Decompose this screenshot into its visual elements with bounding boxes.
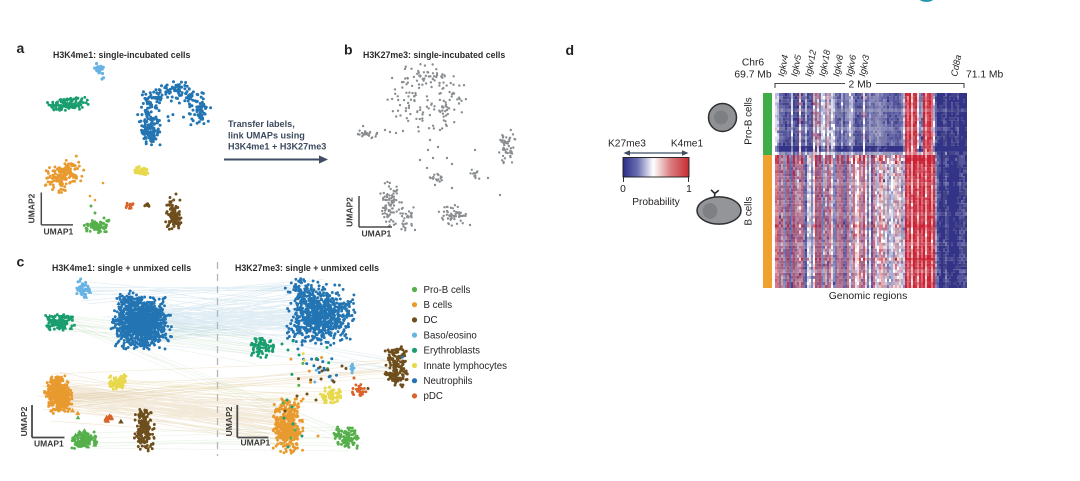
svg-text:71.1 Mb: 71.1 Mb	[966, 70, 1003, 81]
svg-text:UMAP2: UMAP2	[27, 193, 37, 223]
svg-text:Igkv5: Igkv5	[789, 53, 803, 77]
svg-text:a: a	[17, 40, 25, 56]
svg-text:UMAP2: UMAP2	[345, 197, 355, 227]
svg-text:Innate lymphocytes: Innate lymphocytes	[424, 361, 508, 372]
svg-text:K27me3: K27me3	[608, 139, 646, 150]
svg-text:UMAP1: UMAP1	[362, 229, 392, 239]
svg-text:0: 0	[620, 184, 626, 195]
svg-text:Neutrophils: Neutrophils	[424, 376, 473, 387]
svg-text:69.7 Mb: 69.7 Mb	[734, 70, 771, 81]
svg-text:UMAP2: UMAP2	[19, 406, 29, 436]
svg-text:pDC: pDC	[424, 391, 443, 402]
svg-text:link UMAPs using: link UMAPs using	[228, 130, 305, 140]
svg-text:Genomic regions: Genomic regions	[829, 291, 908, 302]
svg-text:Erythroblasts: Erythroblasts	[424, 346, 481, 357]
svg-text:Probability: Probability	[632, 197, 680, 208]
svg-text:Igkv3: Igkv3	[857, 53, 871, 77]
svg-text:K4me1: K4me1	[671, 139, 704, 150]
svg-text:UMAP1: UMAP1	[34, 438, 64, 448]
svg-text:B cells: B cells	[424, 300, 453, 311]
svg-text:H3K4me1 + H3K27me3: H3K4me1 + H3K27me3	[228, 142, 326, 152]
svg-text:1: 1	[686, 184, 692, 195]
svg-text:DC: DC	[424, 315, 438, 326]
svg-text:d: d	[566, 42, 575, 58]
svg-text:Igkv4: Igkv4	[776, 54, 790, 77]
svg-text:UMAP1: UMAP1	[241, 438, 271, 448]
svg-text:c: c	[17, 253, 25, 269]
svg-text:UMAP1: UMAP1	[44, 227, 74, 237]
svg-text:Chr6: Chr6	[742, 58, 765, 69]
svg-text:b: b	[344, 42, 353, 58]
svg-text:Igkv6: Igkv6	[844, 53, 858, 77]
svg-text:Igkv8: Igkv8	[831, 53, 845, 77]
svg-text:UMAP2: UMAP2	[224, 406, 234, 436]
svg-text:2 Mb: 2 Mb	[849, 80, 872, 91]
svg-text:Cd8a: Cd8a	[949, 54, 963, 77]
svg-text:H3K27me3: single + unmixed cel: H3K27me3: single + unmixed cells	[235, 263, 379, 273]
svg-text:Pro-B cells: Pro-B cells	[744, 97, 755, 144]
svg-text:H3K27me3: single-incubated cel: H3K27me3: single-incubated cells	[363, 50, 505, 60]
svg-text:Baso/eosino: Baso/eosino	[424, 330, 477, 341]
svg-text:Transfer labels,: Transfer labels,	[228, 119, 295, 129]
svg-text:H3K4me1: single + unmixed cell: H3K4me1: single + unmixed cells	[52, 263, 191, 273]
svg-text:B cells: B cells	[744, 196, 755, 225]
svg-text:H3K4me1: single-incubated cell: H3K4me1: single-incubated cells	[53, 50, 190, 60]
svg-text:Pro-B cells: Pro-B cells	[424, 285, 471, 296]
